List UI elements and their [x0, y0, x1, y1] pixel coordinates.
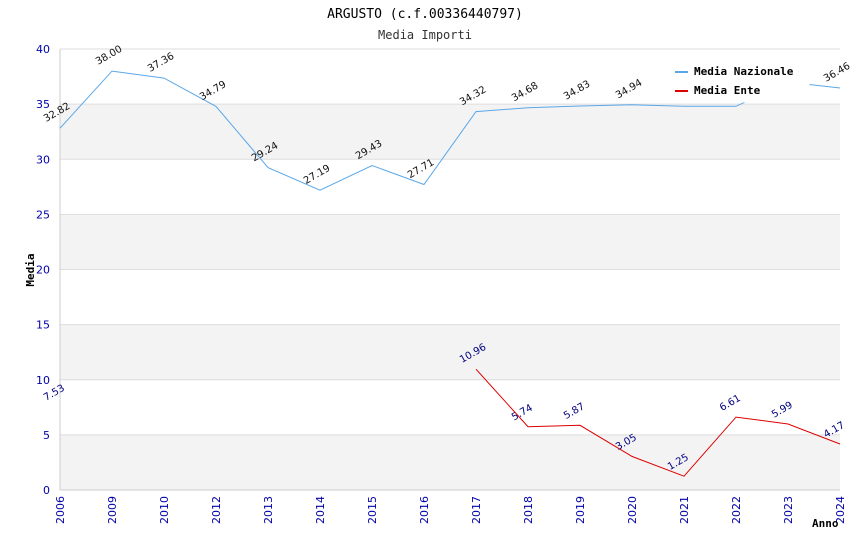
y-tick-label: 30 — [36, 153, 50, 166]
x-tick-label: 2019 — [574, 496, 587, 524]
y-tick-label: 15 — [36, 319, 50, 332]
x-tick-label: 2014 — [314, 496, 327, 524]
band-25 — [60, 159, 840, 215]
background-bands — [60, 49, 840, 490]
x-tick-label: 2020 — [626, 496, 639, 524]
x-axis-label: Anno — [812, 517, 839, 530]
y-tick-label: 25 — [36, 208, 50, 221]
x-tick-label: 2010 — [158, 496, 171, 524]
band-20 — [60, 214, 840, 270]
band-15 — [60, 269, 840, 325]
series-lines — [59, 70, 841, 477]
band-5 — [60, 379, 840, 435]
y-tick-label: 5 — [43, 429, 50, 442]
y-axis-label: Media — [24, 253, 37, 286]
x-tick-label: 2006 — [54, 496, 67, 524]
x-tick-label: 2018 — [522, 496, 535, 524]
x-tick-label: 2013 — [262, 496, 275, 524]
x-tick-label: 2012 — [210, 496, 223, 524]
chart-title: ARGUSTO (c.f.00336440797) — [327, 7, 523, 22]
band-0 — [60, 434, 840, 490]
x-tick-label: 2022 — [730, 496, 743, 524]
x-tick-label: 2009 — [106, 496, 119, 524]
x-tick-label: 2021 — [678, 496, 691, 524]
x-tick-label: 2016 — [418, 496, 431, 524]
band-30 — [60, 104, 840, 160]
series-line-media-ente — [475, 368, 841, 477]
y-tick-label: 10 — [36, 374, 50, 387]
y-tick-labels: 0 5 10 15 20 25 30 35 40 — [36, 43, 50, 497]
y-tick-label: 35 — [36, 98, 50, 111]
chart-subtitle: Media Importi — [378, 28, 472, 42]
y-tick-label: 40 — [36, 43, 50, 56]
y-tick-label: 0 — [43, 484, 50, 497]
y-tick-label: 20 — [36, 264, 50, 277]
x-tick-label: 2024 — [834, 496, 847, 524]
band-10 — [60, 324, 840, 380]
x-tick-label: 2017 — [470, 496, 483, 524]
x-tick-labels: 2006 2009 2010 2012 2013 2014 2015 2016 2017 2018… — [54, 496, 847, 524]
legend: Media Nazionale Media Ente — [668, 59, 810, 103]
series-line-media-nazionale — [59, 70, 841, 191]
legend-label-media-nazionale: Media Nazionale — [694, 65, 794, 78]
x-tick-label: 2015 — [366, 496, 379, 524]
legend-label-media-ente: Media Ente — [694, 84, 761, 97]
x-tick-label: 2023 — [782, 496, 795, 524]
legend-box — [668, 59, 810, 103]
